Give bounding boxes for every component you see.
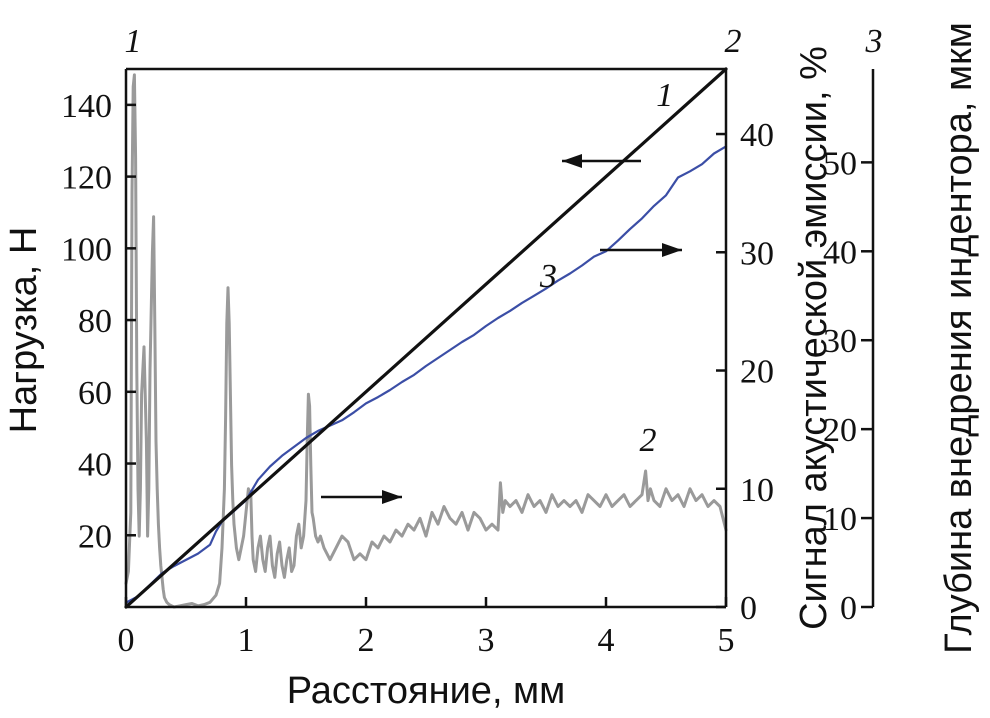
y-right2-tick-label-1: 10 <box>823 501 857 538</box>
x-tick-label-0: 0 <box>118 622 135 659</box>
x-tick-label-4: 4 <box>598 622 615 659</box>
series-3-line <box>124 145 728 604</box>
x-tick-label-2: 2 <box>358 622 375 659</box>
y-left-tick-label-5: 120 <box>61 160 112 197</box>
y-left-tick-label-0: 20 <box>78 518 112 555</box>
y-left-tick-label-1: 40 <box>78 447 112 484</box>
series-2-line <box>124 73 728 609</box>
y-left-tick-label-3: 80 <box>78 303 112 340</box>
curves-layer <box>124 67 728 609</box>
y-left-tick-label-6: 140 <box>61 88 112 125</box>
y-right1-tick-label-4: 40 <box>740 117 774 154</box>
curve-label-2: 2 <box>640 422 657 459</box>
arrow-2-head <box>382 490 402 504</box>
y-right2-tick-label-5: 50 <box>823 145 857 182</box>
x-tick-label-1: 1 <box>238 622 255 659</box>
y-left-tick-label-2: 60 <box>78 375 112 412</box>
axis-number-left: 1 <box>125 23 142 60</box>
y-right1-tick-label-3: 30 <box>740 235 774 272</box>
y-right1-axis-title: Сигнал акустической эмиссии, % <box>793 46 835 630</box>
y-right2-tick-label-4: 40 <box>823 234 857 271</box>
y-left-tick-label-4: 100 <box>61 231 112 268</box>
x-tick-label-3: 3 <box>478 622 495 659</box>
y-left-ticks: 20 40 60 80 100 120 140 <box>61 88 136 555</box>
y-left-axis-title: Нагрузка, Н <box>3 227 45 434</box>
arrow-3-head <box>662 243 682 257</box>
y-right1-tick-label-1: 10 <box>740 472 774 509</box>
arrow-1-head <box>562 154 582 168</box>
y-right2-tick-label-0: 0 <box>840 590 857 627</box>
y-right1-tick-label-2: 20 <box>740 354 774 391</box>
curve-label-3: 3 <box>539 258 557 295</box>
y-right2-ticks: 0 10 20 30 40 50 <box>823 145 873 627</box>
y-right2-tick-label-3: 30 <box>823 323 857 360</box>
x-ticks: 0 1 2 3 4 5 <box>118 597 735 659</box>
series-1-line <box>124 67 728 609</box>
y-right2-tick-label-2: 20 <box>823 412 857 449</box>
axis-number-right2: 3 <box>865 23 883 60</box>
y-right1-ticks: 0 10 20 30 40 <box>716 117 774 627</box>
curve-label-1: 1 <box>656 77 673 114</box>
axis-number-right1: 2 <box>725 23 742 60</box>
y-right2-axis-title: Глубина внедрения индентора, мкм <box>938 22 980 654</box>
y-right1-tick-label-0: 0 <box>740 590 757 627</box>
x-tick-label-5: 5 <box>718 622 735 659</box>
x-axis-title: Расстояние, мм <box>287 670 566 712</box>
annotations: 1 2 3 <box>321 77 682 504</box>
